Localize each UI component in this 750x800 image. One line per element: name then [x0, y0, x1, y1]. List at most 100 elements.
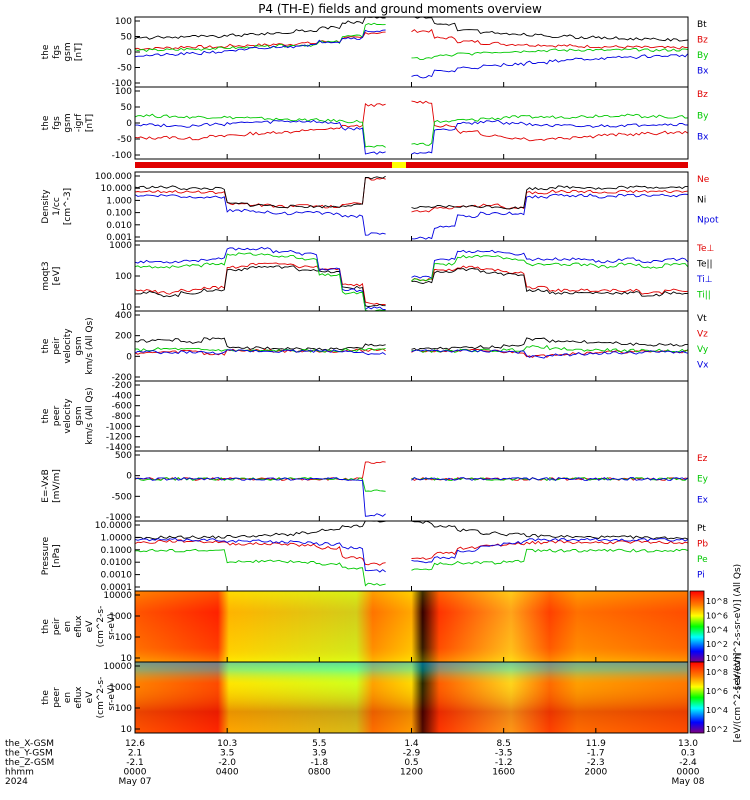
ytick-label-p1: 100 — [115, 17, 132, 27]
legend-p5-Vz: Vz — [697, 330, 708, 340]
ytick-label-p3: 0.001 — [106, 233, 132, 243]
xaxis-row-label: the_Y-GSM — [5, 749, 53, 759]
ylabel-p9-3: eflux — [74, 615, 84, 638]
ylabel-p1-0: the — [41, 44, 51, 59]
panel-p3: Density 1/cc [cm^-3] Ne Ni Npot 100.000 10.000 1… — [41, 171, 719, 243]
ytick-label-p7: -500 — [112, 492, 133, 502]
xaxis-tick-label: 2000 — [584, 768, 607, 778]
ytick-label-p3: 0.010 — [106, 221, 132, 231]
ylabel-p4-0: moqt3 — [41, 261, 51, 290]
series-line-p1-Bt — [134, 16, 689, 42]
colorbar-tick-p10: 10^4 — [706, 706, 728, 715]
ylabel-p7-0: E=-VxB — [41, 469, 51, 503]
ylabel-p10-2: en — [63, 692, 73, 703]
ylabel-p9-0: the — [41, 619, 51, 634]
ytick-label-p1: 0 — [126, 48, 132, 58]
ylabel-p5-3: gsm — [74, 336, 84, 355]
colorbar-tick-p9: 10^8 — [706, 597, 728, 606]
ylabel-p6-0: the — [41, 408, 51, 423]
series-line-p3-Ne — [134, 177, 689, 213]
legend-p7-Ey: Ey — [697, 475, 709, 485]
ylabel-p9-2: en — [63, 621, 73, 632]
frame-p7 — [134, 450, 689, 522]
series-line-p5-Vx — [134, 349, 689, 359]
series-line-p1-By — [134, 22, 689, 61]
ytick-label-p5: 0 — [126, 352, 132, 362]
ylabel-p9-1: peir — [52, 617, 62, 635]
legend-p1-Bt: Bt — [697, 20, 707, 30]
ytick-label-p2: 0 — [126, 119, 132, 129]
legend-p4-Te||: Te|| — [696, 260, 713, 270]
legend-p5-Vy: Vy — [697, 345, 709, 355]
series-line-p2-Bz — [134, 100, 689, 142]
heatmap-shade-p9 — [135, 591, 688, 662]
ytick-label-p8: 1.0000 — [101, 533, 133, 543]
xaxis-tick-label: 12.6 — [125, 739, 145, 749]
ytick-label-p5: -200 — [112, 373, 133, 383]
ylabel-p8-1: [nPa] — [52, 544, 62, 567]
panel-p10: the peer en eflux eV (cm^2-s-sr-eV) 10^8 10^6 10… — [41, 653, 743, 743]
ytick-label-p5: 400 — [115, 311, 132, 321]
ylabel-p2-0: the — [41, 115, 51, 130]
legend-p2-Bx: Bx — [697, 133, 709, 143]
ytick-label-p6: -1000 — [106, 422, 132, 432]
ytick-label-p4: 1000 — [109, 241, 132, 251]
xaxis-tick-label: -1.2 — [495, 758, 513, 768]
legend-p1-By: By — [697, 51, 709, 61]
xaxis-tick-label: -2.4 — [679, 758, 697, 768]
ylabel-p10-4: eV — [85, 691, 95, 704]
ytick-label-p9: 10 — [121, 654, 133, 664]
series-line-p3-Npot — [134, 193, 689, 240]
ytick-label-p6: -1200 — [106, 433, 132, 443]
xaxis-tick-label: 0000 — [677, 768, 700, 778]
ylabel-p9-5: (cm^2-s- — [96, 606, 106, 648]
ylabel-p9-4: eV — [85, 620, 95, 633]
colorbar-tick-p9: 10^2 — [706, 640, 728, 649]
ytick-label-p7: 0 — [126, 472, 132, 482]
frame-p8 — [134, 520, 689, 592]
ylabel-p8-0: Pressure — [41, 536, 51, 575]
series-line-p4-Ti⊥ — [134, 246, 689, 311]
ytick-label-p1: -50 — [117, 64, 132, 74]
xaxis-tick-label: 1.4 — [404, 739, 419, 749]
ylabel-p5-4: km/s (All Qs) — [85, 317, 95, 374]
legend-p4-Ti||: Ti|| — [696, 291, 711, 301]
ylabel-p10-3: eflux — [74, 686, 84, 709]
colorbar-tick-p10: 10^6 — [706, 687, 728, 696]
ytick-label-p4: 100 — [115, 272, 132, 282]
ytick-label-p3: 100.000 — [95, 172, 132, 182]
xaxis-tick-label: -2.3 — [587, 758, 605, 768]
ytick-label-p10: 10 — [121, 725, 133, 735]
ytick-label-p7: -1000 — [106, 513, 132, 523]
ytick-label-p6: -200 — [112, 381, 133, 391]
xaxis-tick-label: May 08 — [672, 777, 705, 787]
series-line-p2-By — [134, 113, 689, 148]
ylabel-p2-3: -igrf — [74, 113, 84, 132]
ylabel-p5-0: the — [41, 338, 51, 353]
panel-p1: the fgs gsm [nT] Bt Bz By Bx 100 50 0 -50 -100 — [41, 16, 709, 89]
ytick-label-p7: 500 — [115, 451, 132, 461]
panel-p5: the peir velocity gsm km/s (All Qs) Vt Vz Vy Vx 4… — [41, 310, 709, 383]
ytick-label-p10: 10000 — [103, 662, 132, 672]
xaxis-tick-label: May 07 — [119, 777, 152, 787]
legend-p7-Ex: Ex — [697, 495, 709, 505]
status-bar-highlight — [392, 162, 406, 168]
legend-p2-Bz: Bz — [697, 90, 708, 100]
ytick-label-p6: -1400 — [106, 443, 132, 453]
ylabel-p10-0: the — [41, 690, 51, 705]
xaxis-tick-label: 0.5 — [404, 758, 418, 768]
ytick-label-p1: -100 — [112, 79, 133, 89]
ylabel-p9-6: sr-eV) — [107, 613, 117, 639]
ylabel-p3-1: 1/cc — [52, 197, 62, 216]
ytick-label-p10: 1000 — [109, 683, 132, 693]
legend-p3-Ni: Ni — [697, 195, 706, 205]
legend-p1-Bz: Bz — [697, 36, 708, 46]
page-title: P4 (TH-E) fields and ground moments over… — [258, 2, 542, 16]
xaxis-tick-label: 3.5 — [220, 749, 234, 759]
ylabel-p6-4: km/s (All Qs) — [85, 387, 95, 444]
colorbar-tick-p9: 10^6 — [706, 611, 728, 620]
ytick-label-p9: 10000 — [103, 591, 132, 601]
colorbar-tick-p10: 10^2 — [706, 725, 728, 734]
